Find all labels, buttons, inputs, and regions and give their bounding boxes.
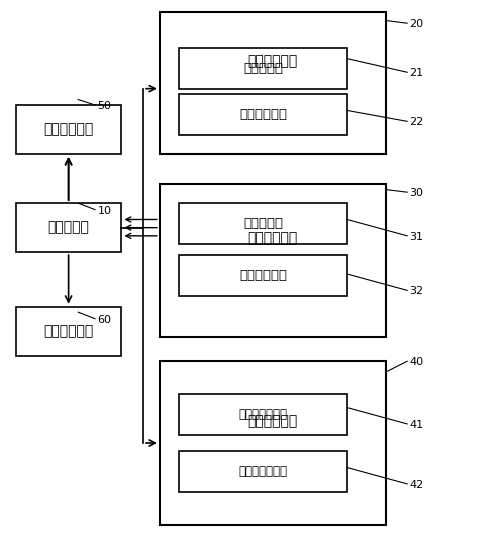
Bar <box>160 361 385 525</box>
Text: 温度调节模块: 温度调节模块 <box>239 269 287 282</box>
Bar <box>179 394 347 435</box>
Text: 湿度控制单元: 湿度控制单元 <box>248 414 298 428</box>
Text: 21: 21 <box>410 68 424 78</box>
Text: 温度传感器: 温度传感器 <box>243 217 283 230</box>
Text: 60: 60 <box>98 315 112 325</box>
Bar <box>179 48 347 89</box>
Bar <box>179 203 347 244</box>
Bar <box>160 184 385 336</box>
Bar <box>16 105 121 154</box>
Text: 22: 22 <box>410 117 424 128</box>
Text: 施肥控制单元: 施肥控制单元 <box>43 324 94 338</box>
Bar <box>179 451 347 492</box>
Text: 30: 30 <box>410 189 424 198</box>
Text: 20: 20 <box>410 19 424 29</box>
Text: 42: 42 <box>410 480 424 490</box>
Bar <box>16 307 121 356</box>
Bar <box>160 12 385 154</box>
Text: 40: 40 <box>410 357 424 367</box>
Text: 氧气控制单元: 氧气控制单元 <box>248 54 298 68</box>
Text: 洒水控制单元: 洒水控制单元 <box>43 123 94 136</box>
Text: 氧气供应模块: 氧气供应模块 <box>239 108 287 121</box>
Text: 41: 41 <box>410 420 424 430</box>
Text: 温度控制单元: 温度控制单元 <box>248 232 298 246</box>
Text: 中央处理器: 中央处理器 <box>48 221 89 235</box>
Bar <box>16 203 121 252</box>
Text: 空气湿度传感器: 空气湿度传感器 <box>239 408 287 421</box>
Text: 氧气传感器: 氧气传感器 <box>243 62 283 75</box>
Text: 31: 31 <box>410 232 424 242</box>
Bar <box>179 255 347 296</box>
Text: 50: 50 <box>98 101 112 111</box>
Text: 土壤湿度传感器: 土壤湿度传感器 <box>239 465 287 478</box>
Text: 10: 10 <box>98 206 112 216</box>
Text: 32: 32 <box>410 287 424 296</box>
Bar <box>179 94 347 135</box>
